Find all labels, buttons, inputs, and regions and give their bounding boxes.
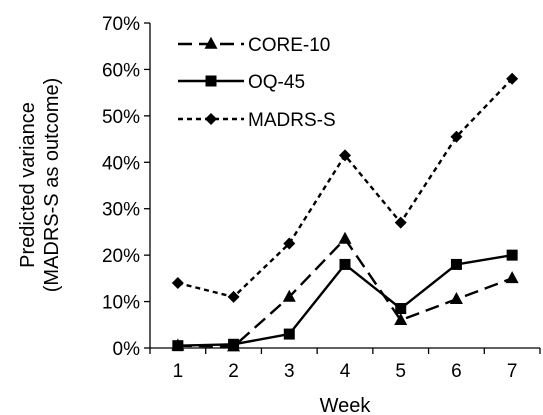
series-line-core-10 bbox=[177, 237, 513, 348]
data-point-core-10 bbox=[338, 231, 352, 244]
y-tick-label: 40% bbox=[102, 153, 140, 174]
x-axis-ticks: 1 2 3 4 5 6 7 bbox=[149, 348, 541, 382]
x-tick-label: 7 bbox=[507, 361, 518, 382]
data-point-core-10 bbox=[282, 289, 296, 302]
y-axis-title-line-1: Predicted variance bbox=[17, 102, 39, 268]
legend-marker-madrs-s bbox=[205, 113, 217, 125]
x-tick-label: 2 bbox=[228, 361, 239, 382]
x-tick-label: 4 bbox=[340, 361, 351, 382]
data-point-oq-45 bbox=[172, 340, 184, 352]
y-tick-label: 60% bbox=[102, 60, 140, 81]
legend: CORE-10 OQ-45 MADRS-S bbox=[178, 35, 336, 131]
data-point-oq-45 bbox=[339, 258, 351, 270]
x-tick-label: 3 bbox=[284, 361, 295, 382]
legend-item-madrs-s: MADRS-S bbox=[178, 110, 336, 131]
y-tick-label: 70% bbox=[102, 14, 140, 35]
data-point-madrs-s bbox=[339, 149, 351, 162]
data-point-madrs-s bbox=[283, 237, 296, 250]
data-point-madrs-s bbox=[394, 216, 407, 229]
y-axis-ticks: 0% 10% 20% 30% 40% 50% 60% 70% bbox=[102, 14, 150, 360]
legend-item-core-10: CORE-10 bbox=[178, 35, 330, 56]
y-tick-label: 20% bbox=[102, 246, 140, 267]
data-point-madrs-s bbox=[450, 130, 463, 143]
series-layer bbox=[171, 72, 519, 352]
x-axis-title: Week bbox=[320, 395, 372, 415]
x-tick-label: 6 bbox=[451, 361, 462, 382]
data-point-core-10 bbox=[394, 312, 408, 325]
data-point-core-10 bbox=[449, 292, 463, 305]
legend-marker-core-10 bbox=[204, 36, 218, 49]
data-point-madrs-s bbox=[506, 72, 519, 85]
x-tick-label: 1 bbox=[173, 361, 184, 382]
y-axis-title-group: Predicted variance (MADRS-S as outcome) bbox=[17, 78, 63, 293]
legend-label-oq-45: OQ-45 bbox=[248, 72, 305, 93]
y-axis-title-line-2: (MADRS-S as outcome) bbox=[41, 78, 63, 293]
y-tick-label: 0% bbox=[113, 339, 141, 360]
series-oq-45 bbox=[172, 249, 518, 352]
data-point-oq-45 bbox=[395, 303, 407, 315]
legend-item-oq-45: OQ-45 bbox=[178, 72, 305, 93]
series-madrs-s bbox=[171, 72, 519, 303]
data-point-oq-45 bbox=[450, 258, 462, 270]
legend-label-core-10: CORE-10 bbox=[248, 35, 330, 56]
data-point-madrs-s bbox=[227, 290, 240, 303]
data-point-oq-45 bbox=[506, 249, 518, 261]
data-point-core-10 bbox=[505, 271, 519, 284]
y-tick-label: 50% bbox=[102, 107, 140, 128]
legend-marker-oq-45 bbox=[205, 75, 217, 87]
data-point-oq-45 bbox=[228, 338, 240, 350]
y-tick-label: 30% bbox=[102, 200, 140, 221]
y-tick-label: 10% bbox=[102, 293, 140, 314]
x-tick-label: 5 bbox=[395, 361, 406, 382]
data-point-oq-45 bbox=[283, 328, 295, 340]
data-point-madrs-s bbox=[171, 277, 184, 289]
axes bbox=[149, 23, 540, 349]
series-core-10 bbox=[171, 231, 519, 352]
legend-label-madrs-s: MADRS-S bbox=[248, 110, 336, 131]
